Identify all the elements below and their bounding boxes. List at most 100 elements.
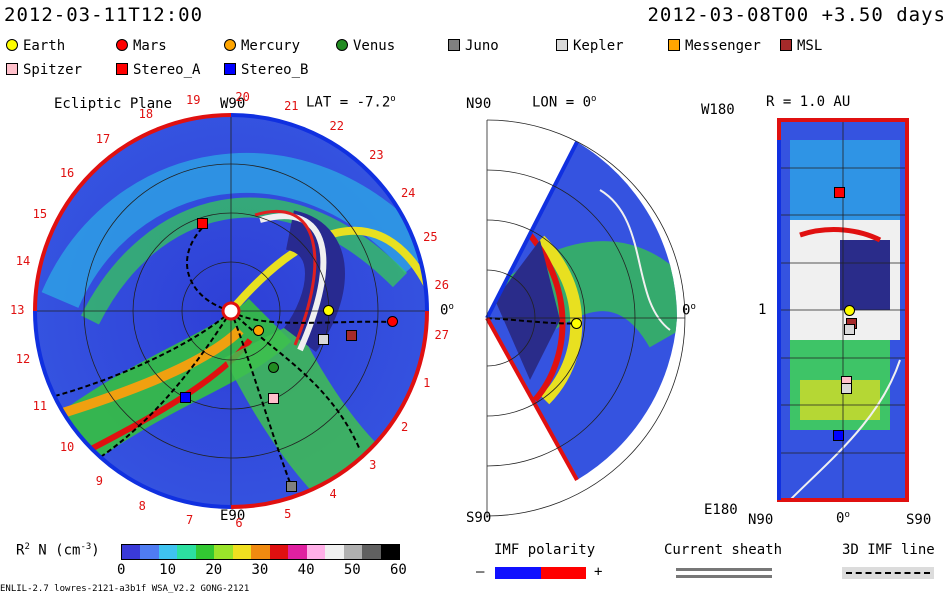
carrington-tick-4: 4 xyxy=(329,487,337,502)
legend-label: Kepler xyxy=(573,38,624,54)
imf-minus-label: – xyxy=(476,564,485,580)
longitude-label: LON = 0o xyxy=(532,94,597,111)
run-time-label: 2012-03-08T00 +3.50 days xyxy=(647,4,946,26)
legend-swatch-kepler xyxy=(556,39,568,51)
colorbar-segment xyxy=(214,545,234,559)
radial-density-map xyxy=(777,118,909,502)
carrington-tick-11: 11 xyxy=(32,398,48,413)
radial-e180-label: E180 xyxy=(704,502,738,518)
carrington-tick-17: 17 xyxy=(95,132,111,147)
meridional-n90-label: N90 xyxy=(466,96,492,112)
imf-line-label: 3D IMF line xyxy=(842,542,935,558)
colorbar-tick-30: 30 xyxy=(251,562,269,578)
carrington-tick-8: 8 xyxy=(138,498,146,513)
legend-swatch-stereo-b xyxy=(224,63,236,75)
carrington-tick-14: 14 xyxy=(15,253,31,268)
colorbar-segment xyxy=(343,545,363,559)
imf-positive-swatch xyxy=(541,567,586,579)
carrington-tick-6: 6 xyxy=(235,515,243,530)
imf-plus-label: + xyxy=(594,564,603,580)
legend-label: Messenger xyxy=(685,38,761,54)
model-info-footer: ENLIL-2.7 lowres-2121-a3b1f WSA_V2.2 GON… xyxy=(0,584,250,594)
carrington-tick-2: 2 xyxy=(400,420,409,435)
carrington-tick-23: 23 xyxy=(369,148,384,163)
legend-label: Venus xyxy=(353,38,396,54)
carrington-tick-13: 13 xyxy=(10,303,25,317)
latitude-label: LAT = -7.2o xyxy=(306,94,396,111)
msl-marker xyxy=(346,330,357,341)
legend-label: Spitzer xyxy=(23,62,83,78)
carrington-tick-12: 12 xyxy=(15,352,31,367)
legend-label: Mercury xyxy=(241,38,301,54)
colorbar-segment xyxy=(158,545,178,559)
legend-swatch-mars xyxy=(116,39,128,51)
ecliptic-title: Ecliptic Plane xyxy=(54,96,173,112)
kepler-marker xyxy=(318,334,329,345)
legend-item-earth: Earth xyxy=(6,38,65,54)
current-sheath-label: Current sheath xyxy=(664,542,783,558)
carrington-tick-7: 7 xyxy=(186,512,194,527)
carrington-tick-15: 15 xyxy=(32,207,48,222)
legend-item-mars: Mars xyxy=(116,38,167,54)
legend-swatch-venus xyxy=(336,39,348,51)
colorbar xyxy=(121,544,400,560)
mars-marker xyxy=(387,316,398,327)
object-legend: Earth Mars Mercury Venus Juno Kepler Messenger… xyxy=(0,38,952,84)
colorbar-tick-0: 0 xyxy=(117,562,126,578)
colorbar-segment xyxy=(140,545,160,559)
meridional-density-map xyxy=(487,142,677,480)
mercury-marker xyxy=(253,325,264,336)
legend-label: Stereo_A xyxy=(133,62,201,78)
legend-label: Juno xyxy=(465,38,499,54)
carrington-tick-1: 1 xyxy=(423,375,431,390)
current-sheath-swatch-1 xyxy=(676,568,772,571)
legend-label: Mars xyxy=(133,38,167,54)
ecliptic-w90-label: W90 xyxy=(220,96,246,112)
carrington-tick-5: 5 xyxy=(284,507,292,522)
sun-marker xyxy=(221,301,241,321)
legend-swatch-earth xyxy=(6,39,18,51)
legend-swatch-msl xyxy=(780,39,792,51)
legend-item-msl: MSL xyxy=(780,38,822,54)
legend-label: Earth xyxy=(23,38,66,54)
colorbar-tick-20: 20 xyxy=(205,562,223,578)
colorbar-segment xyxy=(232,545,252,559)
colorbar-tick-10: 10 xyxy=(159,562,177,578)
meridional-earth-marker xyxy=(571,318,582,329)
carrington-tick-27: 27 xyxy=(434,327,449,342)
meridional-grid xyxy=(486,119,686,517)
legend-label: MSL xyxy=(797,38,823,54)
colorbar-tick-60: 60 xyxy=(390,562,407,578)
carrington-tick-16: 16 xyxy=(59,166,75,181)
colorbar-segment xyxy=(122,545,142,559)
carrington-tick-10: 10 xyxy=(59,439,75,454)
legend-item-spitzer: Spitzer xyxy=(6,62,82,78)
legend-swatch-messenger xyxy=(668,39,680,51)
earth-marker xyxy=(323,305,334,316)
legend-label: Stereo_B xyxy=(241,62,309,78)
model-time-label: 2012-03-11T12:00 xyxy=(4,4,204,26)
radial-n90-label: N90 xyxy=(748,512,774,528)
imf-polarity-label: IMF polarity xyxy=(494,542,596,558)
ecliptic-0deg-label: 0o xyxy=(440,302,454,319)
stereo-b-marker xyxy=(180,392,191,403)
juno-marker xyxy=(286,481,297,492)
imf-line-swatch xyxy=(846,572,930,574)
carrington-tick-25: 25 xyxy=(423,230,438,245)
colorbar-segment xyxy=(288,545,308,559)
colorbar-segment xyxy=(306,545,326,559)
legend-item-mercury: Mercury xyxy=(224,38,300,54)
colorbar-tick-40: 40 xyxy=(297,562,315,578)
colorbar-segment xyxy=(177,545,197,559)
carrington-tick-24: 24 xyxy=(400,185,416,200)
colorbar-segment xyxy=(362,545,382,559)
carrington-tick-21: 21 xyxy=(284,98,299,113)
radial-kepler-marker xyxy=(844,324,855,335)
radial-w180-label: W180 xyxy=(701,102,735,118)
carrington-tick-19: 19 xyxy=(186,93,201,108)
current-sheath-swatch-2 xyxy=(676,575,772,578)
imf-negative-swatch xyxy=(495,567,541,579)
carrington-tick-9: 9 xyxy=(95,473,104,488)
colorbar-segment xyxy=(269,545,289,559)
